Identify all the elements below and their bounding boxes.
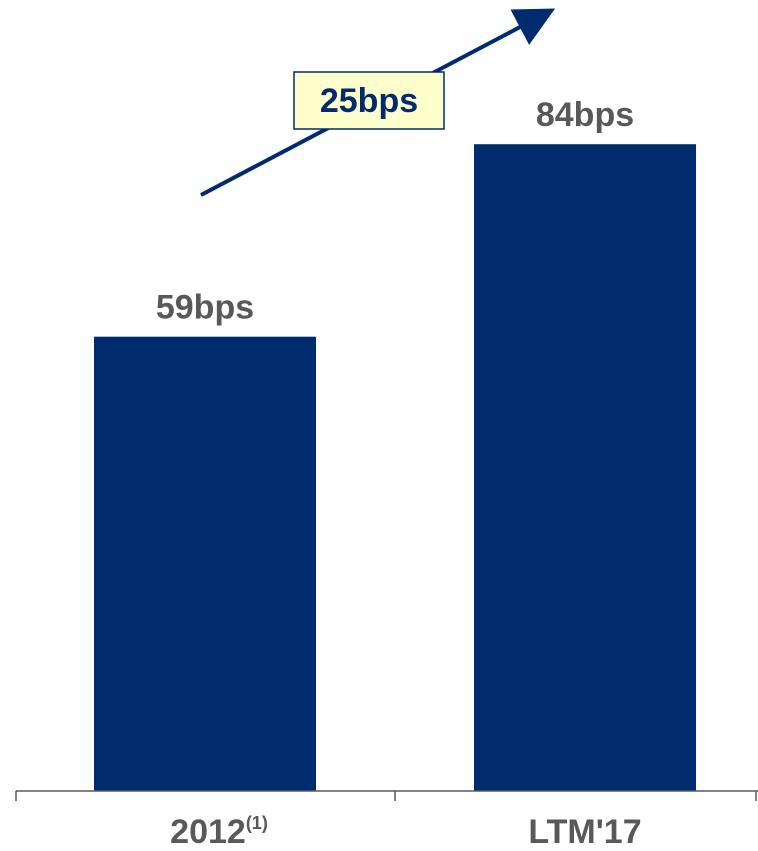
bar-ltm17 xyxy=(474,144,696,791)
value-label-2012: 59bps xyxy=(156,289,254,327)
x-tick-label-2012: 2012(1) xyxy=(170,813,268,851)
growth-callout-label: 25bps xyxy=(320,82,418,120)
value-label-ltm17: 84bps xyxy=(536,96,634,134)
bar-2012 xyxy=(94,336,316,791)
x-tick-label-2012-text: 2012 xyxy=(170,813,246,851)
footnote-marker: (1) xyxy=(246,813,268,833)
x-tick-label-ltm17: LTM'17 xyxy=(528,813,641,851)
growth-callout-box xyxy=(293,71,445,130)
